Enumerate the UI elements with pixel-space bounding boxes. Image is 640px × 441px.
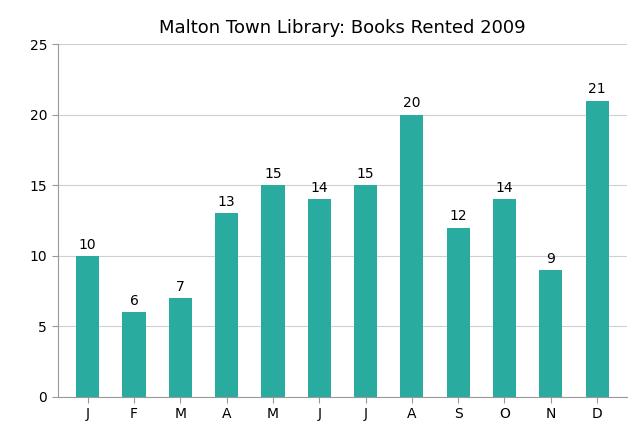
- Bar: [215, 213, 238, 397]
- Bar: [354, 185, 377, 397]
- Bar: [76, 256, 99, 397]
- Bar: [169, 298, 192, 397]
- Text: 10: 10: [79, 238, 97, 251]
- Text: 15: 15: [356, 167, 374, 181]
- Text: 20: 20: [403, 97, 420, 110]
- Bar: [540, 270, 563, 397]
- Text: 14: 14: [310, 181, 328, 195]
- Bar: [122, 312, 145, 397]
- Bar: [308, 199, 331, 397]
- Text: 21: 21: [588, 82, 606, 96]
- Text: 14: 14: [495, 181, 513, 195]
- Bar: [493, 199, 516, 397]
- Title: Malton Town Library: Books Rented 2009: Malton Town Library: Books Rented 2009: [159, 19, 525, 37]
- Bar: [586, 101, 609, 397]
- Text: 9: 9: [547, 252, 556, 265]
- Text: 12: 12: [449, 209, 467, 223]
- Text: 6: 6: [129, 294, 138, 308]
- Bar: [447, 228, 470, 397]
- Text: 13: 13: [218, 195, 236, 209]
- Text: 7: 7: [176, 280, 185, 294]
- Bar: [400, 115, 424, 397]
- Text: 15: 15: [264, 167, 282, 181]
- Bar: [261, 185, 285, 397]
